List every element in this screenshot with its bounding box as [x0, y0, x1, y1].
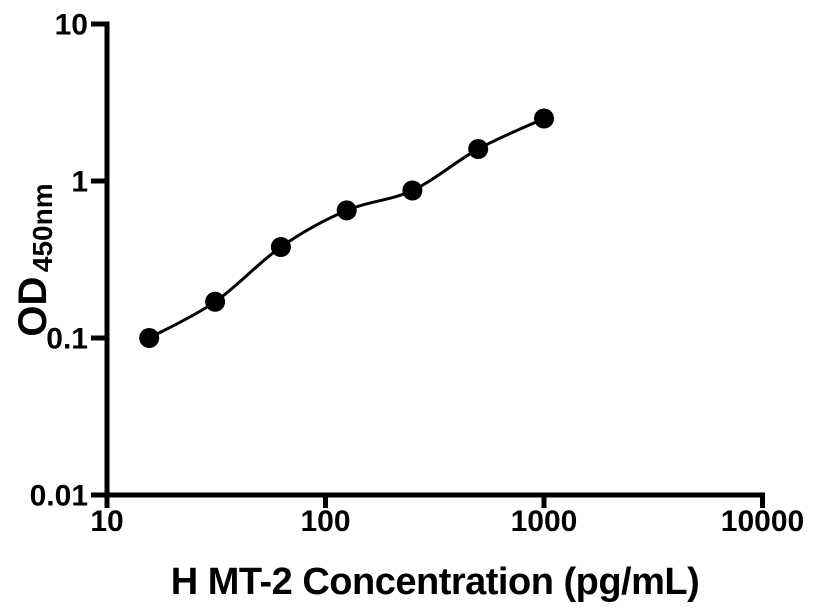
data-point: [205, 291, 226, 312]
x-tick-label: 10: [90, 505, 123, 538]
axis-titles: H MT-2 Concentration (pg/mL) OD 450nm: [11, 183, 700, 603]
data-point: [402, 180, 423, 201]
data-point: [336, 200, 357, 221]
y-axis-title-main: OD: [11, 277, 55, 337]
x-tick-label: 100: [300, 505, 350, 538]
x-axis-title: H MT-2 Concentration (pg/mL): [171, 561, 700, 603]
data-point: [270, 237, 291, 257]
data-series: [139, 108, 554, 348]
x-tick-label: 1000: [511, 505, 578, 538]
y-tick-label: 0.1: [46, 323, 88, 356]
data-point: [139, 328, 160, 348]
y-tick-label: 10: [55, 9, 88, 42]
y-tick-label: 1: [71, 166, 88, 199]
y-axis-title: OD 450nm: [11, 183, 58, 336]
data-point: [534, 108, 554, 129]
y-axis-title-subscript: 450nm: [27, 183, 58, 272]
axes: 0.01 0.1 1 10 10 100 1000 10000: [30, 9, 805, 539]
y-tick-label: 0.01: [30, 480, 88, 513]
data-point: [468, 139, 489, 159]
x-tick-label: 10000: [721, 505, 804, 538]
